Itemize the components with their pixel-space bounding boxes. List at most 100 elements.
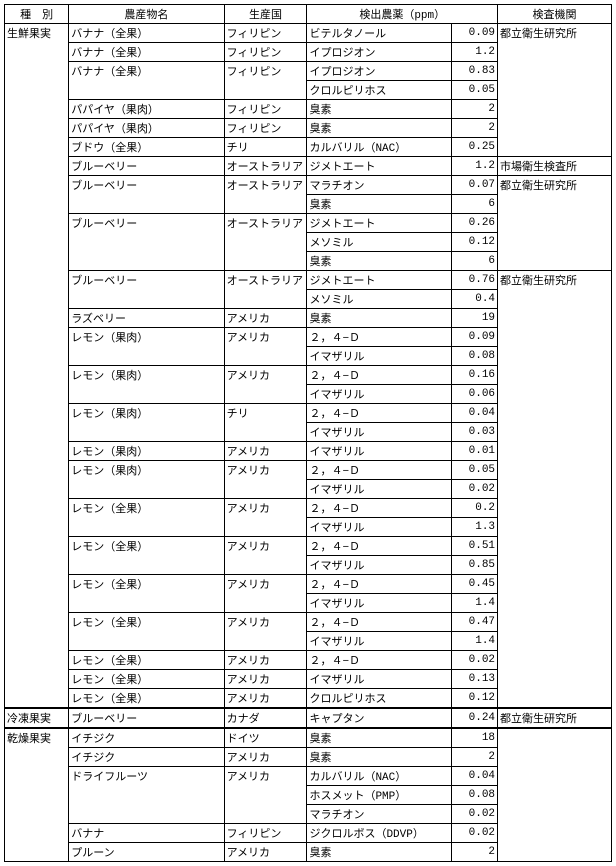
table-row: レモン（全果）アメリカ２，４−Ｄ0.51 <box>5 537 612 556</box>
pesticide-cell: 臭素 <box>307 728 452 748</box>
table-row: レモン（全果）アメリカ２，４−Ｄ0.2 <box>5 499 612 518</box>
table-row: イマザリル0.02 <box>5 480 612 499</box>
origin-cell <box>224 518 307 537</box>
pesticide-cell: イマザリル <box>307 594 452 613</box>
pesticide-cell: カルバリル（NAC） <box>307 767 452 786</box>
origin-cell <box>224 786 307 805</box>
pesticide-cell: ビテルタノール <box>307 24 452 43</box>
type-cell: 冷凍果実 <box>5 708 69 728</box>
origin-cell: チリ <box>224 138 307 157</box>
product-cell <box>69 518 224 537</box>
institution-cell <box>498 252 612 271</box>
ppm-cell: 0.05 <box>452 461 498 480</box>
origin-cell: チリ <box>224 404 307 423</box>
table-row: パパイヤ（果肉）フィリピン臭素2 <box>5 100 612 119</box>
origin-cell: フィリピン <box>224 119 307 138</box>
origin-cell: アメリカ <box>224 328 307 347</box>
ppm-cell: 6 <box>452 252 498 271</box>
product-cell: レモン（全果） <box>69 499 224 518</box>
ppm-cell: 0.02 <box>452 805 498 824</box>
table-row: 乾燥果実イチジクドイツ臭素18 <box>5 728 612 748</box>
ppm-cell: 0.06 <box>452 385 498 404</box>
pesticide-cell: ジメトエート <box>307 214 452 233</box>
ppm-cell: 0.85 <box>452 556 498 575</box>
table-row: レモン（全果）アメリカ２，４−Ｄ0.45 <box>5 575 612 594</box>
table-row: イマザリル1.4 <box>5 594 612 613</box>
institution-cell <box>498 613 612 632</box>
ppm-cell: 0.76 <box>452 271 498 290</box>
pesticide-cell: ジクロルボス（DDVP） <box>307 824 452 843</box>
ppm-cell: 19 <box>452 309 498 328</box>
institution-cell <box>498 689 612 709</box>
origin-cell: アメリカ <box>224 309 307 328</box>
pesticide-cell: イプロジオン <box>307 62 452 81</box>
ppm-cell: 0.83 <box>452 62 498 81</box>
institution-cell <box>498 843 612 862</box>
institution-cell <box>498 518 612 537</box>
table-row: イマザリル1.4 <box>5 632 612 651</box>
pesticide-cell: ２，４−Ｄ <box>307 499 452 518</box>
product-cell: イチジク <box>69 728 224 748</box>
product-cell: レモン（全果） <box>69 575 224 594</box>
table-row: イマザリル1.3 <box>5 518 612 537</box>
institution-cell <box>498 728 612 748</box>
pesticide-cell: ホスメット（PMP） <box>307 786 452 805</box>
pesticide-cell: 臭素 <box>307 309 452 328</box>
institution-cell: 都立衛生研究所 <box>498 176 612 195</box>
institution-cell: 都立衛生研究所 <box>498 708 612 728</box>
origin-cell: アメリカ <box>224 366 307 385</box>
table-row: バナナ（全果）フィリピンイプロジオン0.83 <box>5 62 612 81</box>
ppm-cell: 1.4 <box>452 632 498 651</box>
table-row: イマザリル0.08 <box>5 347 612 366</box>
origin-cell: フィリピン <box>224 824 307 843</box>
product-cell <box>69 594 224 613</box>
product-cell <box>69 290 224 309</box>
institution-cell <box>498 423 612 442</box>
institution-cell <box>498 824 612 843</box>
pesticide-cell: 臭素 <box>307 195 452 214</box>
ppm-cell: 0.13 <box>452 670 498 689</box>
origin-cell <box>224 195 307 214</box>
table-row: ドライフルーツアメリカカルバリル（NAC）0.04 <box>5 767 612 786</box>
pesticide-cell: イマザリル <box>307 442 452 461</box>
pesticide-cell: メソミル <box>307 233 452 252</box>
institution-cell <box>498 347 612 366</box>
ppm-cell: 0.03 <box>452 423 498 442</box>
institution-cell <box>498 670 612 689</box>
ppm-cell: 0.05 <box>452 81 498 100</box>
table-row: レモン（全果）アメリカクロルピリホス0.12 <box>5 689 612 709</box>
institution-cell <box>498 651 612 670</box>
table-row: 臭素6 <box>5 252 612 271</box>
ppm-cell: 0.51 <box>452 537 498 556</box>
product-cell <box>69 347 224 366</box>
product-cell <box>69 195 224 214</box>
header-type: 種 別 <box>5 5 69 24</box>
ppm-cell: 0.12 <box>452 233 498 252</box>
institution-cell <box>498 328 612 347</box>
origin-cell: カナダ <box>224 708 307 728</box>
origin-cell: アメリカ <box>224 689 307 709</box>
table-row: レモン（全果）アメリカイマザリル0.13 <box>5 670 612 689</box>
product-cell: レモン（全果） <box>69 670 224 689</box>
pesticide-cell: イマザリル <box>307 670 452 689</box>
ppm-cell: 1.2 <box>452 43 498 62</box>
ppm-cell: 0.08 <box>452 786 498 805</box>
ppm-cell: 0.09 <box>452 24 498 43</box>
institution-cell <box>498 786 612 805</box>
origin-cell: フィリピン <box>224 24 307 43</box>
pesticide-cell: ２，４−Ｄ <box>307 537 452 556</box>
pesticide-cell: イプロジオン <box>307 43 452 62</box>
institution-cell <box>498 138 612 157</box>
table-row: ブルーベリーオーストラリアジメトエート0.76都立衛生研究所 <box>5 271 612 290</box>
ppm-cell: 0.26 <box>452 214 498 233</box>
pesticide-cell: イマザリル <box>307 556 452 575</box>
institution-cell <box>498 499 612 518</box>
table-row: クロルピリホス0.05 <box>5 81 612 100</box>
product-cell: ブドウ（全果） <box>69 138 224 157</box>
origin-cell: アメリカ <box>224 537 307 556</box>
pesticide-cell: 臭素 <box>307 748 452 767</box>
origin-cell: オーストラリア <box>224 271 307 290</box>
pesticide-cell: イマザリル <box>307 480 452 499</box>
pesticide-cell: ジメトエート <box>307 157 452 176</box>
ppm-cell: 0.07 <box>452 176 498 195</box>
